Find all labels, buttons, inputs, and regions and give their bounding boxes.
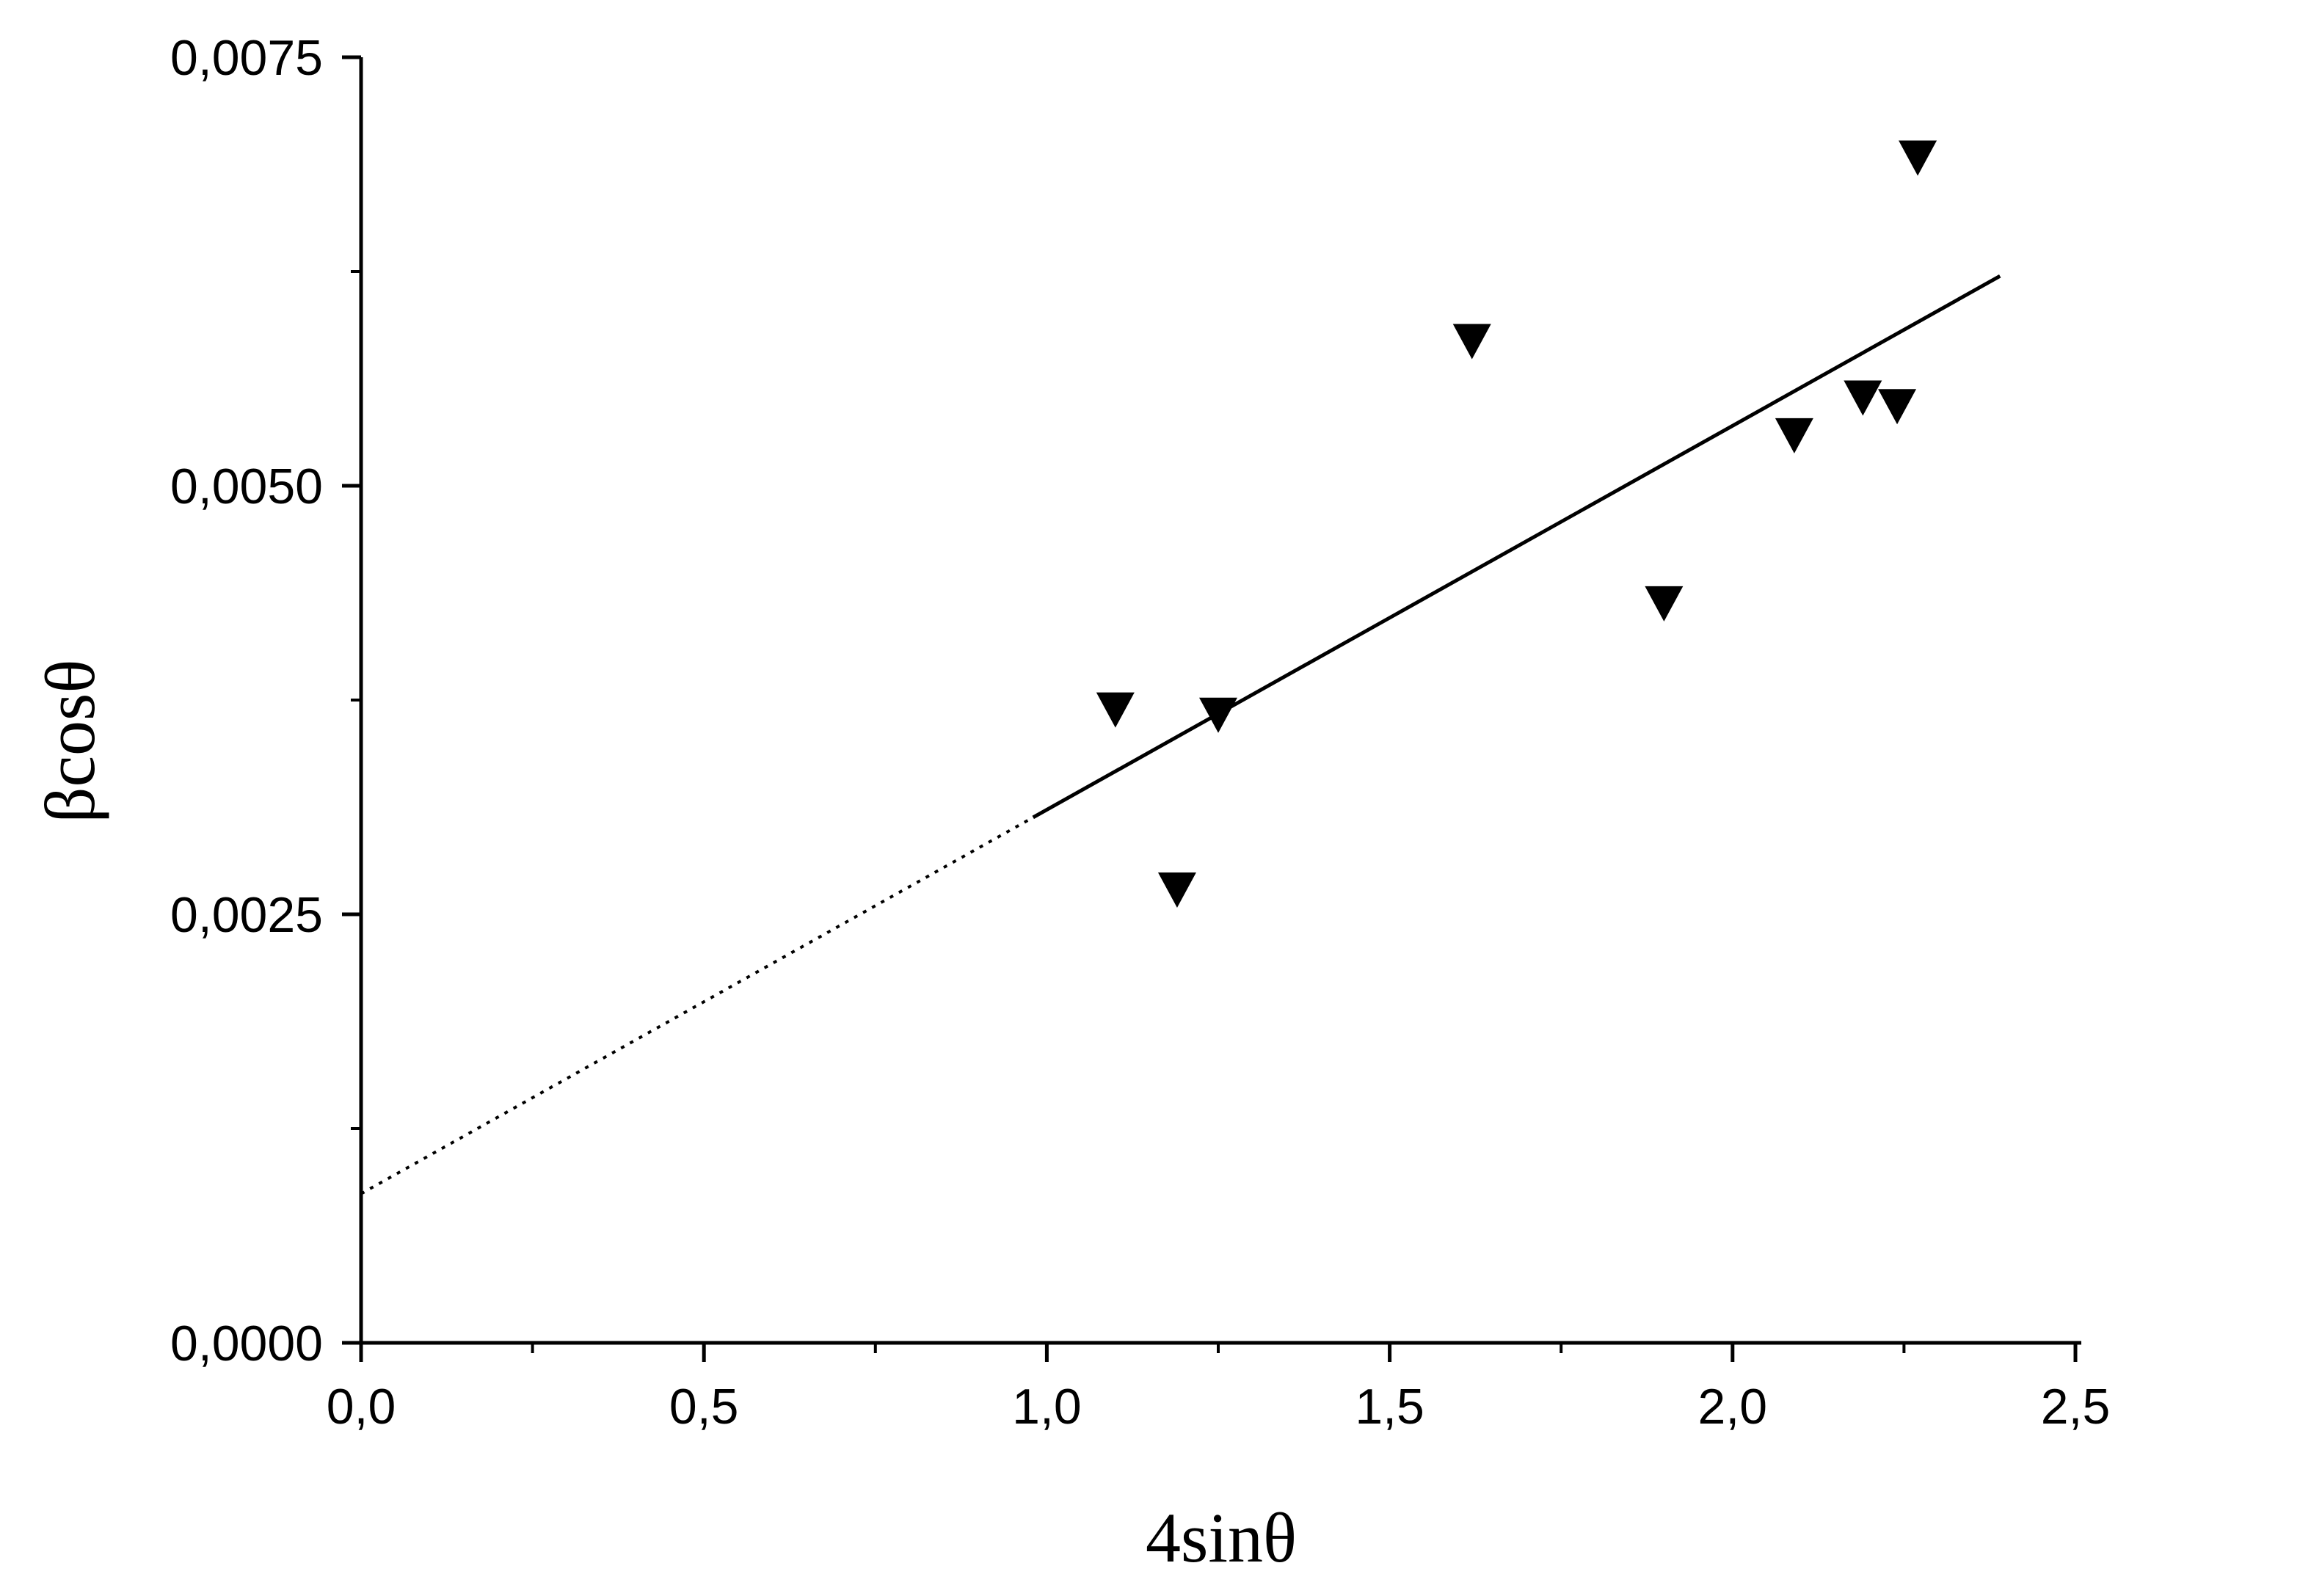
data-point bbox=[1899, 140, 1937, 176]
x-ticks: 0,0 0,5 1,0 1,5 2,0 2,5 bbox=[327, 1343, 2111, 1435]
data-point bbox=[1878, 389, 1917, 425]
x-tick-label: 0,5 bbox=[669, 1379, 739, 1435]
data-point bbox=[1096, 692, 1135, 728]
y-tick-label: 0,0000 bbox=[170, 1316, 323, 1371]
x-tick-label: 2,5 bbox=[2041, 1379, 2111, 1435]
x-tick-label: 1,0 bbox=[1012, 1379, 1082, 1435]
data-point bbox=[1844, 380, 1882, 416]
y-tick-label: 0,0075 bbox=[170, 30, 323, 86]
data-point bbox=[1775, 418, 1813, 453]
data-points bbox=[1096, 140, 1937, 908]
data-point bbox=[1157, 872, 1196, 908]
plot-area: 0,0 0,5 1,0 1,5 2,0 2,5 0,00000,00250,00500,0… bbox=[170, 30, 2110, 1435]
data-point bbox=[1645, 586, 1684, 622]
x-tick-label: 2,0 bbox=[1698, 1379, 1768, 1435]
fit-line bbox=[1032, 274, 2001, 820]
data-point bbox=[1452, 324, 1491, 360]
y-tick-label: 0,0025 bbox=[170, 887, 323, 943]
fit-line-extrapolation bbox=[360, 792, 1075, 1195]
y-axis-title: βcosθ bbox=[31, 660, 109, 823]
x-tick-label: 0,0 bbox=[327, 1379, 396, 1435]
y-tick-label: 0,0050 bbox=[170, 459, 323, 514]
y-ticks: 0,0000 0,0025 0,0050 0,0075 bbox=[170, 30, 361, 1371]
data-point bbox=[1199, 697, 1237, 733]
x-axis-title: 4sinθ bbox=[1146, 1498, 1297, 1577]
x-tick-label: 1,5 bbox=[1355, 1379, 1424, 1435]
